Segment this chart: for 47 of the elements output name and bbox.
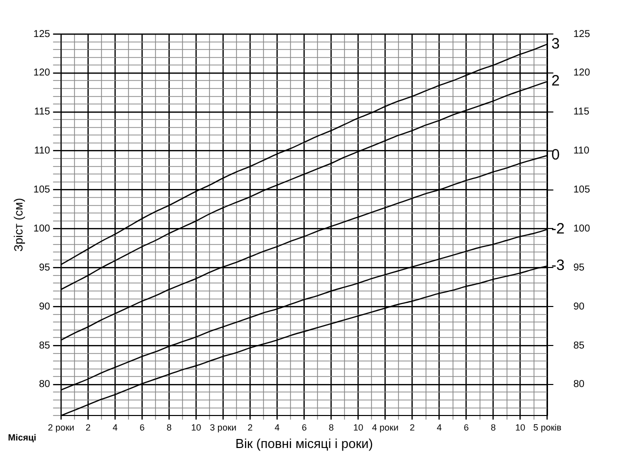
x-axis-title: Вік (повні місяці і роки) [235, 436, 373, 451]
y-tick-label: 85 [38, 340, 51, 352]
x-tick-label: 2 [86, 422, 91, 432]
x-tick-label: 4 роки [372, 422, 398, 432]
y2-tick-label: 115 [573, 106, 590, 118]
x-tick-label: 3 роки [210, 422, 236, 432]
x-tick-label: 10 [191, 422, 202, 432]
y2-tick-label: 95 [573, 262, 585, 274]
y-tick-label: 80 [38, 379, 51, 390]
x-tick-label: 5 років [533, 422, 562, 432]
x-tick-label: 4 [436, 422, 442, 432]
x-tick-label: 6 [140, 422, 145, 432]
x-tick-label: 8 [166, 422, 172, 432]
y2-tick-label: 85 [573, 340, 585, 352]
y2-tick-label: 125 [573, 28, 590, 40]
series-label: 3 [551, 35, 560, 52]
x-tick-label: 2 роки [48, 422, 74, 432]
x-tick-label: 4 [274, 422, 280, 432]
y2-tick-label: 90 [573, 301, 585, 312]
y2-tick-label: 100 [573, 223, 590, 234]
text: Місяці [8, 432, 36, 443]
series-label: -3 [551, 257, 565, 274]
y-axis-title: Зріст (см) [12, 198, 26, 252]
y-tick-label: 105 [33, 184, 51, 196]
y-tick-label: 95 [38, 262, 51, 274]
series-label: -2 [551, 220, 565, 238]
y-tick-label: 90 [38, 301, 51, 312]
x-tick-label: 6 [302, 422, 307, 432]
x-tick-label: 10 [515, 422, 526, 432]
x-tick-label: 8 [490, 422, 496, 432]
x-tick-label: 10 [353, 422, 364, 432]
y2-tick-label: 80 [573, 379, 585, 390]
x-tick-label: 2 [410, 422, 415, 432]
y-tick-label: 100 [33, 223, 51, 234]
y-tick-label: 125 [33, 28, 51, 40]
x-tick-label: 6 [464, 422, 469, 432]
series-label: 0 [551, 146, 560, 164]
y2-tick-label: 105 [573, 184, 590, 196]
y-tick-label: 110 [34, 146, 51, 157]
x-tick-label: 8 [328, 422, 334, 432]
y2-tick-label: 120 [573, 68, 590, 79]
y-tick-label: 120 [33, 68, 51, 79]
x-tick-label: 4 [112, 422, 118, 432]
series-label: 2 [551, 72, 560, 90]
y2-tick-label: 110 [573, 146, 590, 157]
y-tick-label: 115 [34, 106, 51, 118]
x-tick-label: 2 [248, 422, 253, 432]
